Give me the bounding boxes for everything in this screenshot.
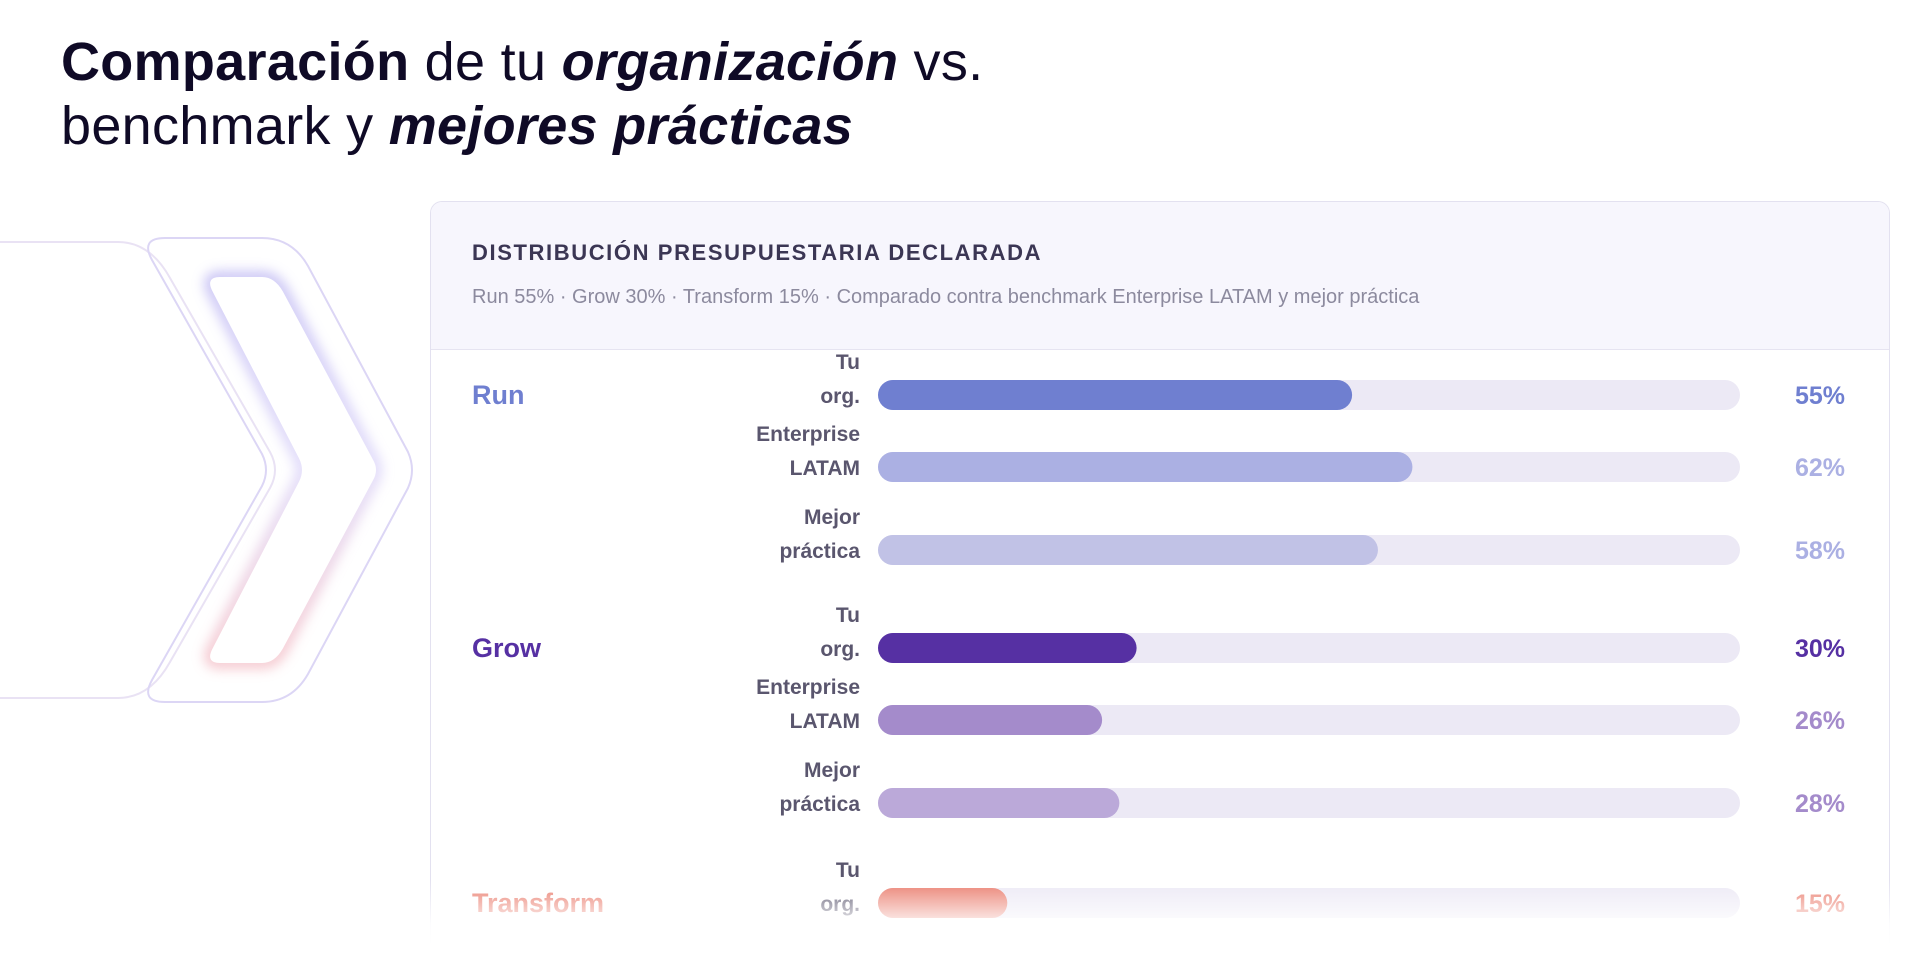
budget-distribution-card: DISTRIBUCIÓN PRESUPUESTARIA DECLARADA Ru… xyxy=(430,201,1890,969)
card-header: DISTRIBUCIÓN PRESUPUESTARIA DECLARADA Ru… xyxy=(431,202,1889,350)
bar-label: Tu org. xyxy=(820,604,860,661)
data-label: 30% xyxy=(1795,635,1845,663)
data-label: 28% xyxy=(1795,790,1845,818)
bar xyxy=(878,705,1103,735)
group-label: Run xyxy=(472,380,524,410)
title-part: mejores prácticas xyxy=(388,96,854,156)
bar-label: Mejor práctica xyxy=(779,759,860,816)
bar-label: Enterprise LATAM xyxy=(756,423,860,480)
card-subtitle: Run 55% · Grow 30% · Transform 15% · Com… xyxy=(472,286,1420,308)
data-label: 62% xyxy=(1795,454,1845,482)
bar xyxy=(878,788,1120,818)
title-part: organización xyxy=(561,32,899,92)
data-label: 58% xyxy=(1795,537,1845,565)
bar xyxy=(878,380,1353,410)
title-part: Comparación xyxy=(61,32,410,92)
title-part: benchmark y xyxy=(61,96,389,156)
title-part: vs. xyxy=(898,32,984,92)
group-label: Grow xyxy=(472,633,542,663)
data-label: 15% xyxy=(1795,890,1845,918)
card-title: DISTRIBUCIÓN PRESUPUESTARIA DECLARADA xyxy=(472,240,1043,265)
budget-bar-chart: Run Tu org. 55% Enterprise LATAM 62% Mejor práct… xyxy=(472,352,1845,918)
bar xyxy=(878,452,1413,482)
data-label: 55% xyxy=(1795,382,1845,410)
decorative-chevron-icon xyxy=(0,237,413,703)
data-label: 26% xyxy=(1795,707,1845,735)
bar-label: Mejor práctica xyxy=(779,506,860,563)
bar xyxy=(878,888,1008,918)
bar-label: Enterprise LATAM xyxy=(756,676,860,733)
bar xyxy=(878,633,1137,663)
page-title: Comparación de tu organización vs. benchm… xyxy=(61,30,983,158)
title-part: de tu xyxy=(409,32,562,92)
bar xyxy=(878,535,1378,565)
bar-label: Tu org. xyxy=(820,352,860,408)
bar-label: Tu org. xyxy=(820,859,860,916)
group-label: Transform xyxy=(472,888,604,918)
